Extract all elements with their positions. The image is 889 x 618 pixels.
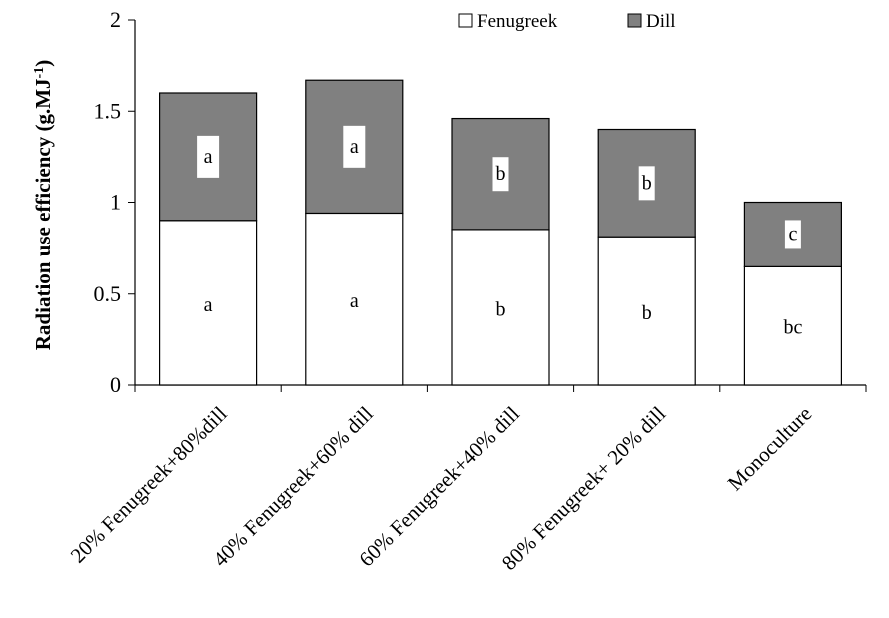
y-axis-title: Radiation use efficiency (g.MJ-1) (31, 60, 55, 350)
bar-fenugreek (743, 265, 843, 386)
y-tick-label: 0 (110, 372, 121, 397)
y-tick-label: 1 (110, 190, 121, 215)
significance-label: b (642, 302, 652, 324)
significance-label: b (642, 172, 652, 194)
significance-label: a (350, 290, 359, 312)
legend-label-fenugreek: Fenugreek (477, 11, 558, 32)
bar-fenugreek (305, 212, 404, 386)
legend-label-dill: Dill (646, 11, 676, 32)
category-label: 80% Fenugreek+ 20% dill (497, 401, 671, 575)
category-label: 60% Fenugreek+40% dill (354, 401, 524, 571)
bars (159, 79, 843, 386)
significance-label: b (496, 298, 506, 320)
y-tick-label: 2 (110, 7, 121, 32)
y-tick-label: 1.5 (94, 98, 122, 123)
significance-label: c (788, 223, 797, 245)
bar-fenugreek (451, 229, 550, 386)
significance-label: a (350, 136, 359, 158)
significance-label-box (343, 125, 366, 168)
category-label: 20% Fenugreek+80%dill (66, 401, 232, 567)
category-label: 40% Fenugreek+60% dill (208, 401, 378, 571)
significance-label-box (784, 220, 801, 249)
significance-label-box (197, 135, 220, 178)
significance-label-box (492, 157, 509, 192)
bar-fenugreek (159, 220, 258, 386)
legend-swatch-dill (627, 13, 642, 28)
category-label: Monoculture (723, 402, 817, 496)
significance-label: a (204, 146, 213, 168)
stat-labels: a a a a b b b b bc c (197, 125, 802, 339)
ticks: 0 0.5 1 1.5 2 (94, 7, 135, 397)
significance-label: b (496, 163, 506, 185)
y-tick-label: 0.5 (94, 281, 122, 306)
significance-label: a (204, 294, 213, 316)
significance-label: bc (783, 317, 802, 339)
legend: Fenugreek Dill (458, 11, 676, 32)
legend-swatch-fenugreek (458, 13, 473, 28)
significance-label-box (638, 166, 655, 201)
